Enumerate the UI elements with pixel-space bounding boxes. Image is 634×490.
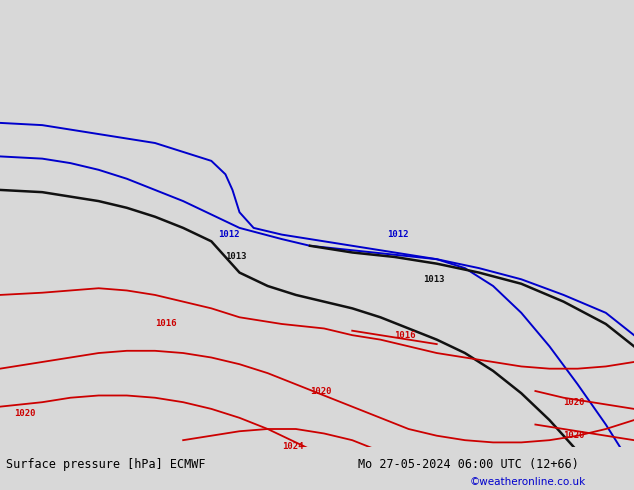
Text: Mo 27-05-2024 06:00 UTC (12+66): Mo 27-05-2024 06:00 UTC (12+66) <box>358 458 579 470</box>
Text: 1016: 1016 <box>394 331 416 340</box>
Text: 1020: 1020 <box>564 398 585 407</box>
Text: 1012: 1012 <box>218 230 240 239</box>
Text: 1016: 1016 <box>155 319 176 328</box>
Text: Surface pressure [hPa] ECMWF: Surface pressure [hPa] ECMWF <box>6 458 206 470</box>
Text: 1024: 1024 <box>281 442 303 451</box>
Text: 1020: 1020 <box>14 409 36 418</box>
Text: 1013: 1013 <box>423 275 444 284</box>
Text: 1012: 1012 <box>387 230 409 239</box>
Text: ©weatheronline.co.uk: ©weatheronline.co.uk <box>469 477 585 487</box>
Text: 1020: 1020 <box>564 431 585 440</box>
Text: 1013: 1013 <box>226 252 247 262</box>
Text: 1020: 1020 <box>310 387 332 395</box>
